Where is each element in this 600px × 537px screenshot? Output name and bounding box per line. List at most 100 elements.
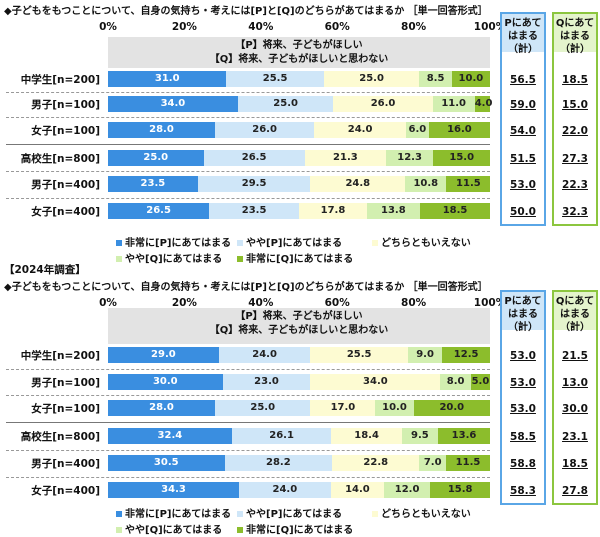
legend-label: どちらともいえない xyxy=(381,238,471,249)
legend-label: どちらともいえない xyxy=(381,509,471,520)
header-q: 【Q】将来、子どもがほしいと思わない xyxy=(209,54,389,65)
legend-label: 非常に[Q]にあてはまる xyxy=(246,525,354,536)
x-tick-label: 0% xyxy=(99,21,117,33)
bar-segment: 31.0 xyxy=(108,71,227,87)
q-total-value: 27.3 xyxy=(562,153,588,165)
legend-item: 非常に[Q]にあてはまる xyxy=(237,521,353,536)
legend-swatch xyxy=(116,240,122,246)
row-label: 高校生[n=800] xyxy=(20,153,100,165)
legend-swatch xyxy=(372,240,378,246)
legend-swatch xyxy=(237,240,243,246)
p-total-value: 51.5 xyxy=(510,153,536,165)
bar-segment: 12.3 xyxy=(386,150,434,166)
row-separator xyxy=(6,92,490,93)
bar-segment: 8.0 xyxy=(440,374,471,390)
chart-title: ◆子どもをもつことについて、自身の気持ち・考えには[P]と[Q]のどちらがあては… xyxy=(4,6,488,17)
bar-segment: 25.0 xyxy=(108,150,204,166)
bar-segment: 13.8 xyxy=(366,203,420,219)
header-p: 【P】将来、子どもがほしい xyxy=(235,40,363,51)
bar-segment: 25.0 xyxy=(214,400,311,416)
x-tick-label: 100% xyxy=(473,297,507,309)
bar-segment: 24.0 xyxy=(314,122,406,138)
legend-swatch xyxy=(237,511,243,517)
legend-item: 非常に[P]にあてはまる xyxy=(116,234,231,249)
row-label: 中学生[n=200] xyxy=(20,74,100,86)
x-tick-label: 20% xyxy=(171,21,197,33)
legend-label: やや[P]にあてはまる xyxy=(246,238,343,249)
bar-segment: 26.0 xyxy=(214,122,315,138)
bar-segment: 24.0 xyxy=(218,347,311,363)
bar-segment: 26.5 xyxy=(203,150,305,166)
bar-segment: 32.4 xyxy=(108,428,232,444)
p-total-value: 53.0 xyxy=(510,403,536,415)
legend-item: やや[P]にあてはまる xyxy=(237,234,342,249)
row-separator xyxy=(6,171,490,172)
bar-segment: 15.8 xyxy=(430,482,491,498)
p-total-box xyxy=(500,290,546,505)
p-total-value: 50.0 xyxy=(510,206,536,218)
header-q: 【Q】将来、子どもがほしいと思わない xyxy=(209,325,389,336)
bar-segment: 13.6 xyxy=(438,428,490,444)
legend-swatch xyxy=(237,527,243,533)
q-total-value: 18.5 xyxy=(562,458,588,470)
bar-segment: 25.0 xyxy=(237,96,334,112)
bar-segment: 16.0 xyxy=(428,122,490,138)
x-tick-label: 100% xyxy=(473,21,507,33)
bar-segment: 10.0 xyxy=(451,71,490,87)
p-total-box xyxy=(500,12,546,226)
q-total-value: 22.0 xyxy=(562,125,588,137)
x-tick-label: 60% xyxy=(324,21,350,33)
bar-segment: 14.0 xyxy=(330,482,385,498)
row-separator xyxy=(6,198,490,199)
q-total-value: 22.3 xyxy=(562,179,588,191)
bar-segment: 12.5 xyxy=(442,347,490,363)
bar-segment: 24.8 xyxy=(310,176,406,192)
bar-segment: 9.0 xyxy=(407,347,443,363)
bar-segment: 18.4 xyxy=(331,428,402,444)
legend-item: 非常に[Q]にあてはまる xyxy=(237,250,353,265)
bar-segment: 23.5 xyxy=(108,176,198,192)
row-label: 中学生[n=200] xyxy=(20,350,100,362)
p-total-value: 53.0 xyxy=(510,377,536,389)
p-total-value: 53.0 xyxy=(510,179,536,191)
row-separator xyxy=(6,117,490,118)
row-separator xyxy=(6,422,490,423)
q-total-value: 27.8 xyxy=(562,485,588,497)
bar-segment: 34.0 xyxy=(310,374,441,390)
chart-subtitle: 【2024年調査】 xyxy=(4,264,86,276)
q-total-value: 32.3 xyxy=(562,206,588,218)
bar-segment: 25.0 xyxy=(323,71,420,87)
legend-header: 【P】将来、子どもがほしい【Q】将来、子どもがほしいと思わない xyxy=(108,37,490,68)
bar-segment: 28.2 xyxy=(224,455,333,471)
bar-segment: 25.5 xyxy=(226,71,324,87)
p-total-header: Pにあてはまる（計） xyxy=(502,292,544,333)
bar-segment: 30.0 xyxy=(108,374,223,390)
bar-segment: 18.5 xyxy=(419,203,491,219)
row-separator xyxy=(6,450,490,451)
bar-segment: 7.0 xyxy=(419,455,447,471)
bar-segment: 17.0 xyxy=(310,400,376,416)
p-total-value: 58.5 xyxy=(510,431,536,443)
bar-segment: 26.5 xyxy=(108,203,210,219)
bar-segment: 28.0 xyxy=(108,400,215,416)
bar-segment: 23.5 xyxy=(209,203,299,219)
legend-swatch xyxy=(116,256,122,262)
legend-item: やや[Q]にあてはまる xyxy=(116,521,222,536)
q-total-value: 21.5 xyxy=(562,350,588,362)
bar-segment: 10.0 xyxy=(375,400,414,416)
legend-label: やや[Q]にあてはまる xyxy=(125,525,223,536)
legend-header: 【P】将来、子どもがほしい【Q】将来、子どもがほしいと思わない xyxy=(108,308,490,344)
legend-label: 非常に[P]にあてはまる xyxy=(125,238,232,249)
legend-label: 非常に[P]にあてはまる xyxy=(125,509,232,520)
bar-segment: 11.5 xyxy=(446,455,490,471)
legend-swatch xyxy=(116,527,122,533)
x-tick-label: 80% xyxy=(401,297,427,309)
q-total-box xyxy=(552,290,598,505)
bar-segment: 30.5 xyxy=(108,455,225,471)
header-p: 【P】将来、子どもがほしい xyxy=(235,311,363,322)
row-label: 女子[n=100] xyxy=(31,403,100,415)
x-tick-label: 60% xyxy=(324,297,350,309)
bar-segment: 26.0 xyxy=(333,96,433,112)
p-total-value: 53.0 xyxy=(510,350,536,362)
